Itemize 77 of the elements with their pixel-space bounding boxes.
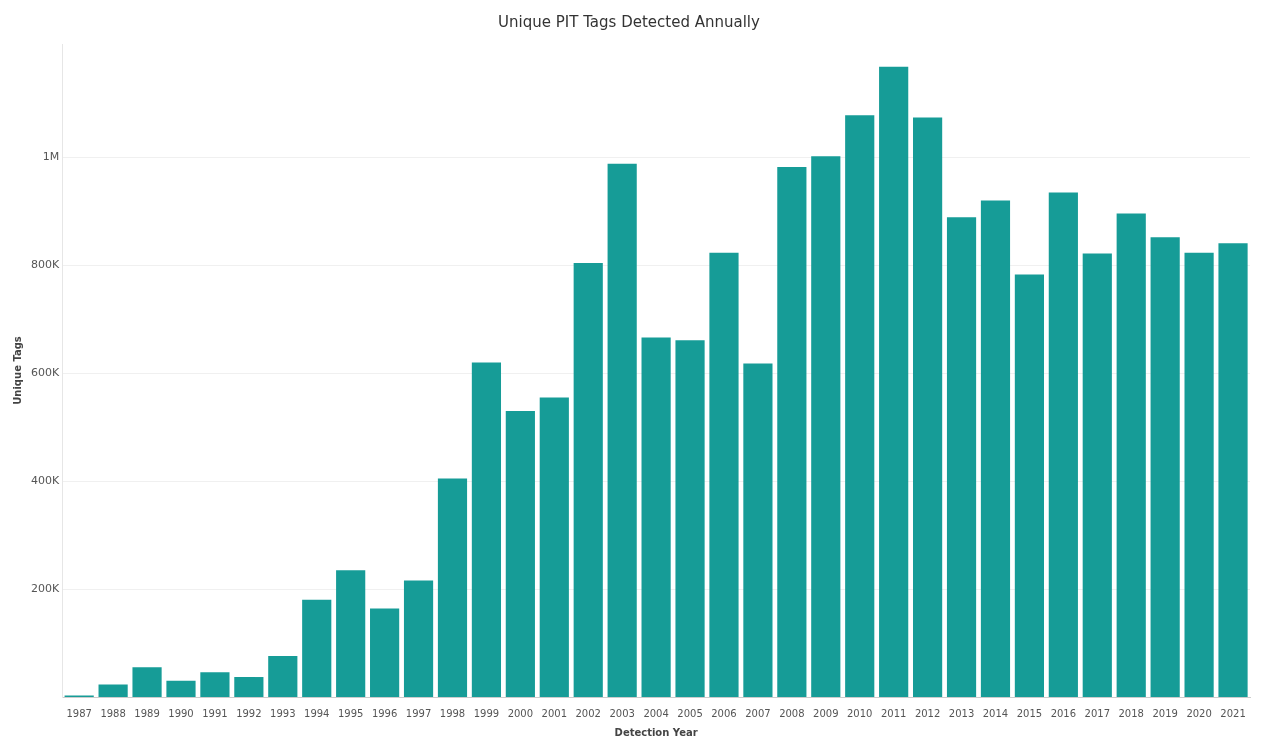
x-tick-label: 2015 <box>1016 707 1043 719</box>
x-tick-label: 1993 <box>270 707 296 719</box>
x-tick-label: 2002 <box>575 707 601 719</box>
x-tick-label: 2004 <box>643 707 669 719</box>
x-tick-label: 2005 <box>677 707 703 719</box>
x-tick-label: 2019 <box>1152 707 1178 719</box>
x-tick-label: 2017 <box>1084 707 1111 719</box>
bar <box>573 263 603 697</box>
bar <box>505 410 535 697</box>
bar <box>302 599 332 697</box>
bar <box>980 200 1011 697</box>
bar <box>539 397 569 697</box>
y-tick-label: 1M <box>42 150 60 164</box>
bar <box>234 677 264 697</box>
bar <box>913 117 943 697</box>
x-tick-label: 2016 <box>1050 707 1077 719</box>
bar <box>200 672 230 697</box>
bar <box>336 570 366 697</box>
y-tick-label: 400K <box>30 473 60 487</box>
bar <box>879 66 909 697</box>
x-tick-label: 2011 <box>880 707 907 719</box>
x-axis-title: Detection Year <box>614 726 698 738</box>
x-tick-label: 2013 <box>948 707 975 719</box>
bar <box>403 580 434 697</box>
bar <box>1048 192 1078 697</box>
bar <box>946 217 977 697</box>
x-tick-label: 2021 <box>1220 707 1246 719</box>
bar <box>743 363 773 697</box>
bar <box>709 252 739 697</box>
y-tick-label: 200K <box>30 581 60 595</box>
bar <box>811 156 841 697</box>
x-tick-label: 2006 <box>711 707 737 719</box>
bar <box>675 340 705 697</box>
x-tick-label: 1997 <box>405 707 432 719</box>
bar <box>1150 237 1180 697</box>
x-tick-label: 1991 <box>202 707 228 719</box>
bar <box>132 667 162 697</box>
x-tick-label: 1992 <box>236 707 262 719</box>
bar <box>607 163 637 697</box>
x-tick-label: 1995 <box>337 707 364 719</box>
bar <box>845 115 875 697</box>
bar <box>777 167 807 697</box>
x-tick-label: 2009 <box>813 707 839 719</box>
bar <box>471 362 502 697</box>
bar <box>641 337 671 697</box>
bar <box>1184 252 1214 697</box>
x-tick-label: 2014 <box>982 707 1009 719</box>
x-tick-label: 2020 <box>1186 707 1212 719</box>
x-tick-label: 1990 <box>168 707 194 719</box>
y-tick-label: 600K <box>30 366 60 380</box>
x-tick-label: 2001 <box>541 707 568 719</box>
x-tick-label: 1999 <box>473 707 500 719</box>
x-tick-label: 1998 <box>439 707 466 719</box>
x-tick-label: 2000 <box>507 707 534 719</box>
bar <box>1014 274 1044 697</box>
x-tick-label: 2012 <box>914 707 941 719</box>
bar <box>268 655 298 697</box>
x-tick-label: 2008 <box>779 707 805 719</box>
x-tick-label: 2007 <box>745 707 771 719</box>
x-tick-label: 1988 <box>100 707 126 719</box>
x-tick-label: 2018 <box>1118 707 1144 719</box>
x-tick-label: 1994 <box>304 707 330 719</box>
bar <box>1116 213 1146 697</box>
x-tick-label: 1987 <box>66 707 92 719</box>
x-tick-label: 1996 <box>371 707 398 719</box>
bar <box>1218 243 1248 697</box>
bar <box>98 684 128 697</box>
y-tick-label: 800K <box>30 258 60 272</box>
chart-title: Unique PIT Tags Detected Annually <box>498 12 761 31</box>
bar <box>1082 253 1112 697</box>
x-tick-label: 1989 <box>134 707 160 719</box>
bar <box>437 478 468 697</box>
x-tick-label: 2010 <box>847 707 873 719</box>
x-tick-label: 2003 <box>609 707 635 719</box>
bar <box>166 680 196 697</box>
bar <box>370 608 400 697</box>
y-axis-title: Unique Tags <box>11 336 23 405</box>
